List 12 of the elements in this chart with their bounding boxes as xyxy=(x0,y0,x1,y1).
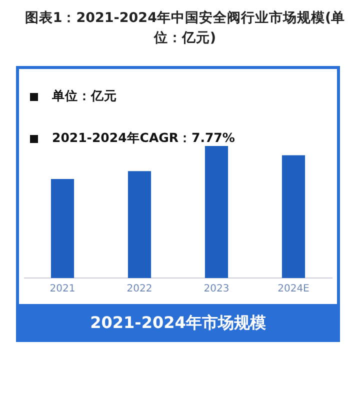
x-tick-label: 2023 xyxy=(204,284,230,295)
x-tick-label: 2022 xyxy=(126,284,152,295)
bar xyxy=(282,155,306,278)
x-tick-label: 2024E xyxy=(278,284,310,295)
bar xyxy=(50,179,74,278)
bar xyxy=(128,171,152,278)
chart-title: 图表1：2021-2024年中国安全阀行业市场规模(单位：亿元) xyxy=(24,9,346,48)
x-axis-title: 2021-2024年市场规模 xyxy=(16,304,340,342)
bar xyxy=(204,146,228,278)
text: 2021-2024年CAGR：7.77% xyxy=(52,130,235,147)
text: 单位：亿元 xyxy=(52,88,117,105)
x-tick-label: 2021 xyxy=(50,284,76,295)
